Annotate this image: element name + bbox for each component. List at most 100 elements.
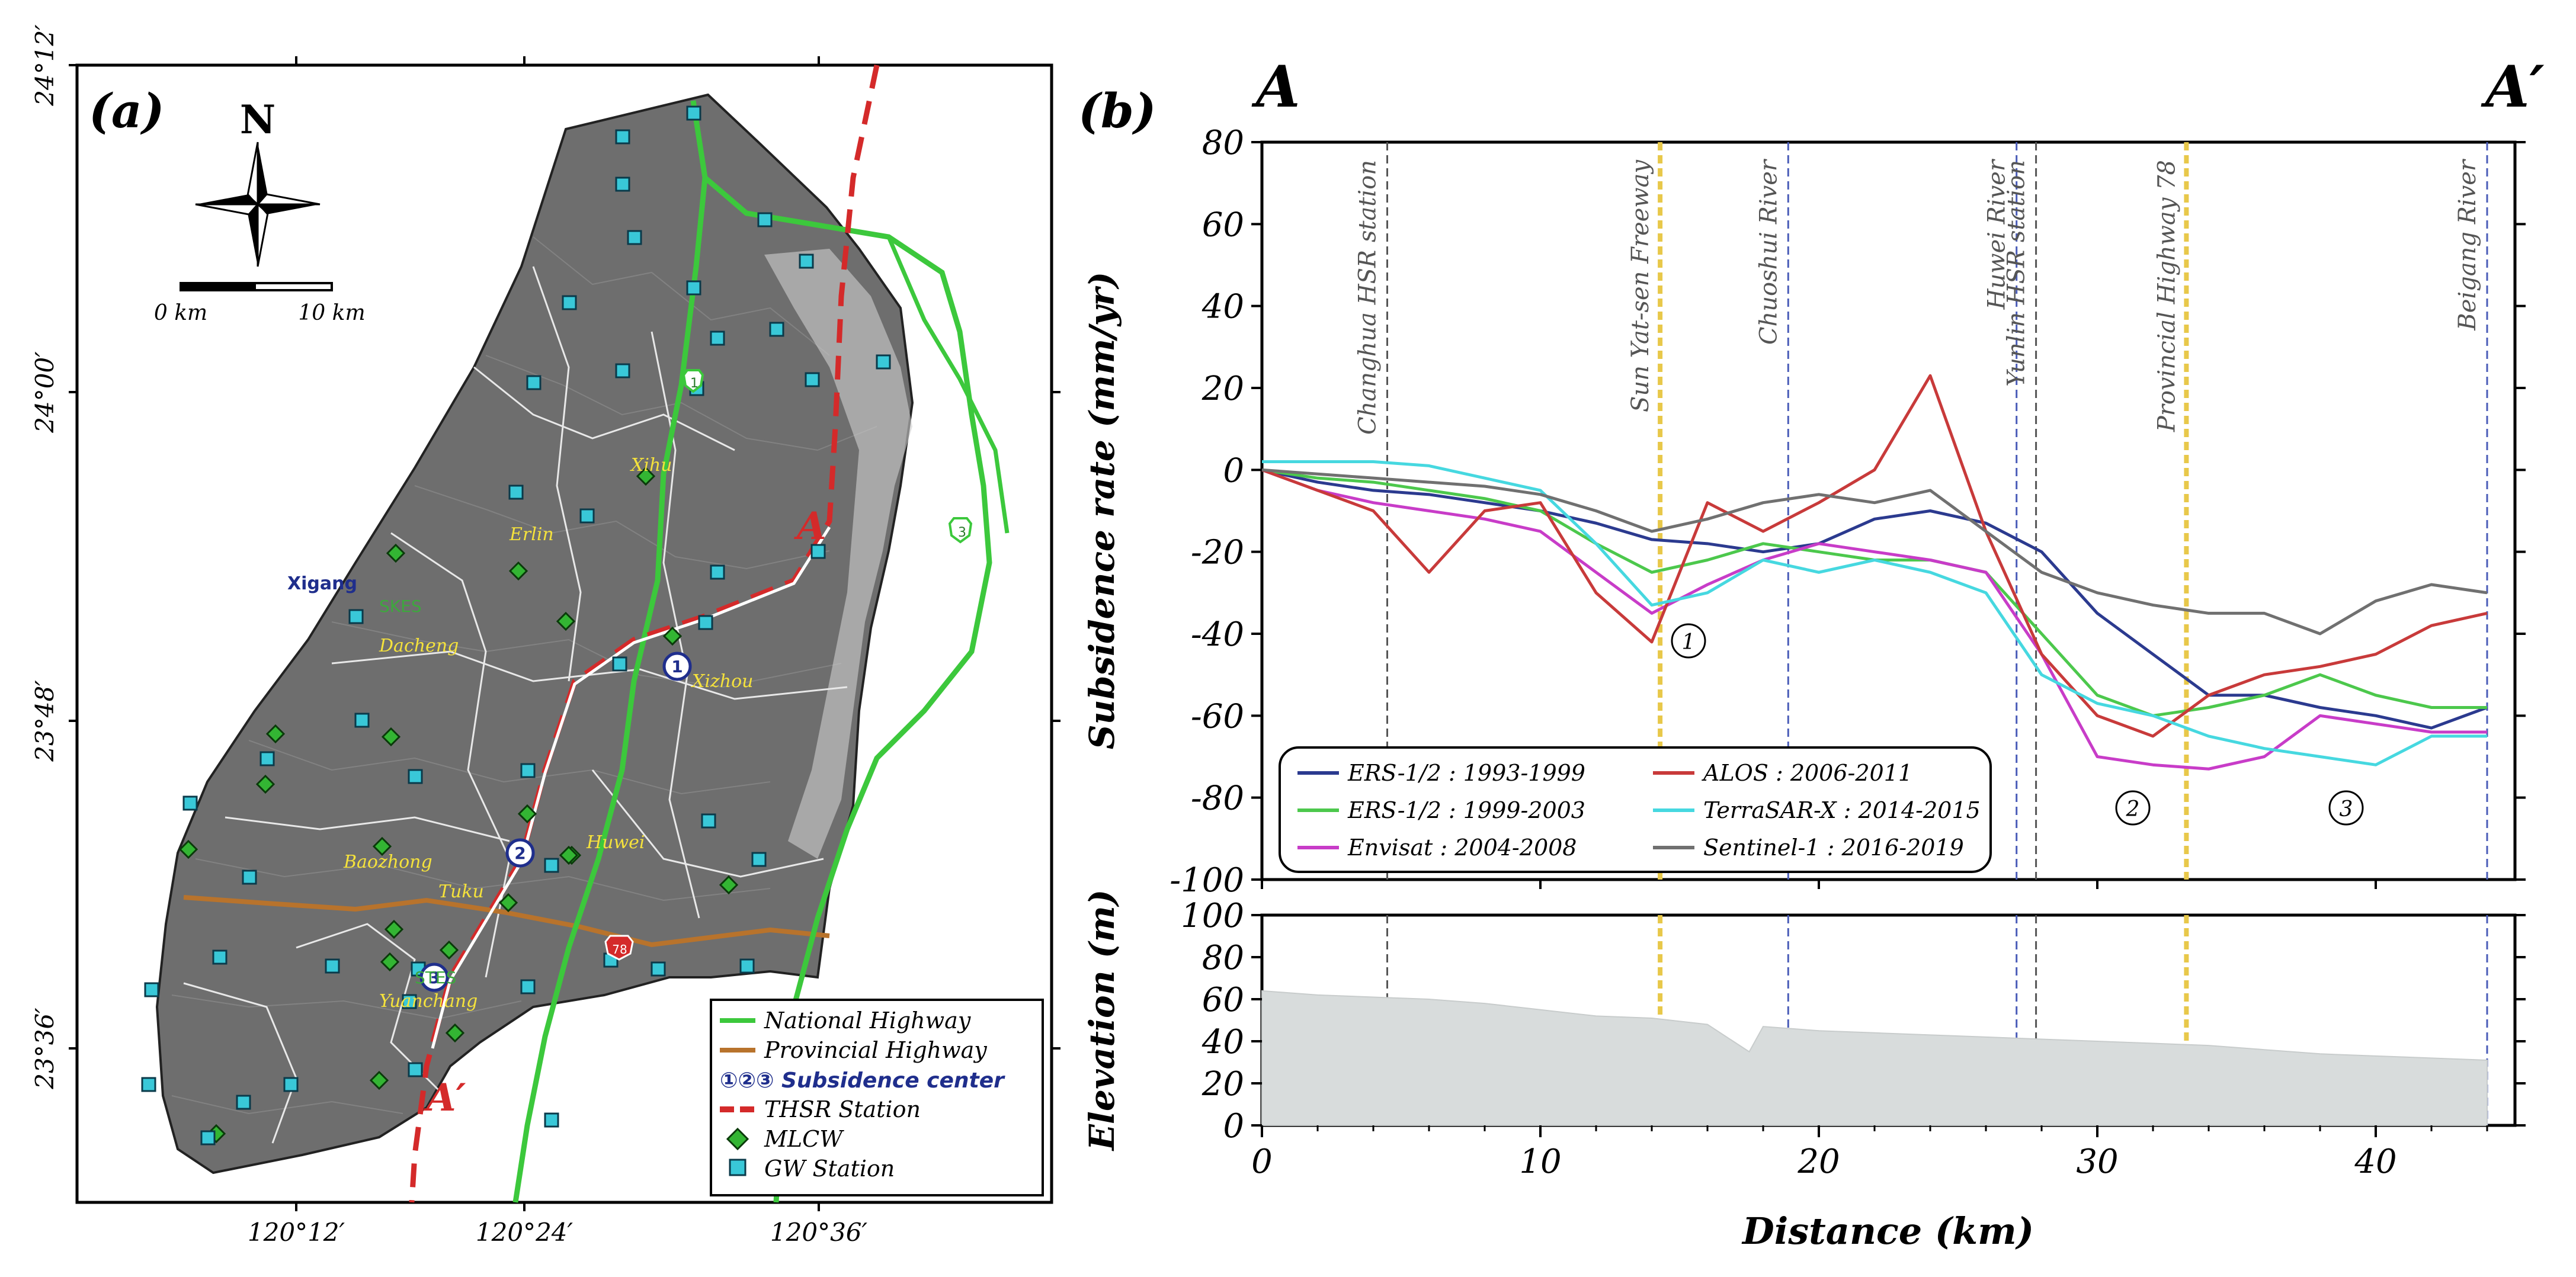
subsidence-center-3-label: 3 — [428, 968, 440, 987]
ytick-bottom-label-1: 80 — [1202, 939, 1244, 977]
feature-label-5: Provincial Highway 78 — [2153, 160, 2180, 432]
eastern-hills — [764, 249, 912, 859]
elevation-area — [1261, 990, 2488, 1126]
place-xihu: Xihu — [630, 455, 672, 476]
national-highway-3 — [703, 175, 992, 1203]
ytick-top-label-5: -20 — [1191, 534, 1244, 572]
feature-labels: Changhua HSR station Sun Yat-sen Freeway C… — [1354, 158, 2482, 435]
legend-subsidence-center: ①②③ Subsidence center — [720, 1069, 1005, 1093]
elevation-y-ticks: 100 80 60 40 20 0 — [1181, 897, 2526, 1146]
map-legend: National Highway Provincial Highway ①②③ … — [710, 999, 1044, 1196]
profile-marker-3-label: 3 — [2340, 797, 2353, 822]
ytick-bottom-label-4: 20 — [1202, 1065, 1244, 1103]
feature-label-6: Beigang River — [2454, 158, 2481, 331]
ytick-bottom-label-5: 0 — [1223, 1107, 1244, 1146]
shield-3-label: 3 — [958, 525, 966, 540]
ytick-bottom-label-0: 100 — [1181, 897, 1244, 935]
panel-a-label: (a) — [89, 83, 165, 139]
series-line-4 — [1262, 460, 2487, 766]
panel-b-label: (b) — [1078, 83, 1156, 139]
lon-label-2: 120°24′ — [476, 1218, 573, 1247]
series-line-5 — [1261, 468, 2488, 636]
elevation-fill — [1261, 990, 2488, 1126]
profile-panel: (b) A A′ Changhua HSR station Sun Yat-sen… — [1078, 53, 2545, 1253]
profile-marker-2: 2 — [2115, 790, 2151, 826]
provincial-highway — [183, 895, 830, 948]
series-line-0 — [1261, 468, 2488, 730]
subsidence-y-ticks: 80 60 40 20 0 -20 -40 -60 -80 -100 — [1170, 124, 2526, 900]
subsidence-center-3: 3 — [419, 962, 449, 992]
feature-label-3: Huwei River — [1984, 158, 2011, 310]
series-lines — [1261, 374, 2488, 771]
subsidence-axis-label: Subsidence rate (mm/yr) — [1082, 272, 1122, 749]
elevation-axis-label: Elevation (m) — [1082, 890, 1122, 1152]
national-highway-3-branch — [886, 236, 1010, 534]
mlcw-markers — [178, 466, 739, 1144]
legend-gw-station: GW Station — [764, 1156, 895, 1182]
lat-label-3: 23°48′ — [30, 680, 59, 762]
shield-78-label: 78 — [612, 942, 627, 957]
xtick-label-2: 20 — [1797, 1143, 1840, 1181]
lat-label-1: 24°12′ — [30, 24, 59, 107]
ytick-top-label-8: -80 — [1191, 779, 1244, 818]
place-huwei: Huwei — [586, 832, 645, 853]
profile-end-a: A — [1251, 53, 1300, 120]
legend-label-2: Envisat : 2004-2008 — [1347, 835, 1577, 861]
lon-label-3: 120°36′ — [770, 1218, 868, 1247]
subsidence-center-2: 2 — [505, 838, 535, 868]
ytick-top-label-2: 40 — [1202, 288, 1244, 326]
place-yuanchang: Yuanchang — [379, 991, 478, 1012]
legend-label-4: TerraSAR-X : 2014-2015 — [1703, 797, 1981, 823]
feature-label-0: Changhua HSR station — [1354, 160, 1382, 435]
place-dacheng: Dacheng — [379, 636, 459, 656]
lat-label-2: 24°00′ — [30, 351, 59, 434]
national-highway-1 — [512, 100, 708, 1203]
feature-label-2: Chuoshui River — [1755, 158, 1782, 345]
lon-label-1: 120°12′ — [248, 1218, 345, 1247]
place-baozhong: Baozhong — [343, 852, 432, 872]
ytick-bottom-label-3: 40 — [1202, 1023, 1244, 1061]
ytick-top-label-4: 0 — [1223, 451, 1244, 490]
map-panel: 1 3 78 1 2 3 Xihu Erlin Dacheng Xizhou — [30, 24, 1060, 1247]
map-section-a: A — [794, 504, 826, 548]
profile-end-a-prime: A′ — [2481, 53, 2545, 120]
xtick-label-3: 30 — [2076, 1143, 2118, 1181]
subsidence-center-1-label: 1 — [671, 657, 683, 676]
scale-end: 10 km — [298, 301, 365, 325]
place-erlin: Erlin — [509, 524, 554, 545]
highway-shield-1: 1 — [682, 369, 704, 393]
scale-bar: 0 km 10 km — [154, 282, 366, 325]
legend-provincial-highway: Provincial Highway — [764, 1037, 987, 1063]
legend-thsr-station: THSR Station — [764, 1096, 921, 1122]
profile-marker-1: 1 — [1671, 623, 1706, 659]
feature-label-4: Yunlin HSR station — [2003, 160, 2030, 387]
station-stes: STES — [415, 968, 456, 987]
xtick-label-0: 0 — [1251, 1143, 1273, 1181]
subsidence-center-2-label: 2 — [514, 843, 526, 863]
map-section-a-prime: A′ — [424, 1076, 466, 1120]
station-skes: SKES — [379, 596, 422, 616]
ytick-top-label-7: -60 — [1191, 697, 1244, 736]
north-label: N — [240, 97, 275, 143]
scale-start: 0 km — [154, 301, 207, 325]
legend-label-1: ERS-1/2 : 1999-2003 — [1347, 797, 1585, 823]
subsidence-center-1: 1 — [662, 652, 692, 681]
feature-label-1: Sun Yat-sen Freeway — [1627, 159, 1654, 412]
place-xizhou: Xizhou — [691, 671, 753, 692]
legend-mlcw: MLCW — [764, 1126, 844, 1152]
profile-marker-1-label: 1 — [1682, 630, 1696, 654]
ytick-top-label-1: 60 — [1202, 206, 1244, 244]
legend-national-highway: National Highway — [764, 1008, 971, 1034]
profile-marker-3: 3 — [2328, 790, 2364, 826]
ytick-top-label-0: 80 — [1202, 124, 1244, 162]
xtick-label-4: 40 — [2354, 1143, 2396, 1181]
lat-label-4: 23°36′ — [30, 1008, 59, 1090]
profile-marker-2-label: 2 — [2126, 797, 2140, 822]
highway-shield-78: 78 — [604, 935, 634, 961]
legend-label-5: Sentinel-1 : 2016-2019 — [1703, 835, 1964, 861]
north-arrow-icon: N — [195, 97, 321, 267]
series-line-2 — [1261, 468, 2487, 771]
place-tuku: Tuku — [438, 881, 484, 902]
series-line-3 — [1261, 374, 2488, 738]
